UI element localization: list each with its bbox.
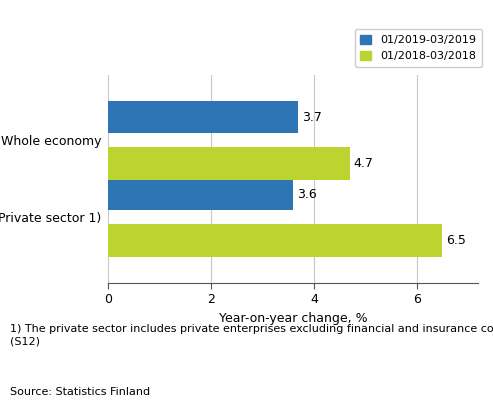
Bar: [108, 178, 293, 210]
Text: 1) The private sector includes private enterprises excluding financial and insur: 1) The private sector includes private e…: [10, 324, 493, 346]
Bar: [108, 101, 298, 134]
Bar: [108, 147, 350, 180]
X-axis label: Year-on-year change, %: Year-on-year change, %: [219, 312, 368, 325]
Text: 3.7: 3.7: [302, 111, 322, 124]
Legend: 01/2019-03/2019, 01/2018-03/2018: 01/2019-03/2019, 01/2018-03/2018: [355, 29, 482, 67]
Text: Source: Statistics Finland: Source: Statistics Finland: [10, 387, 150, 397]
Text: 6.5: 6.5: [446, 234, 466, 247]
Text: 4.7: 4.7: [353, 157, 373, 170]
Text: 3.6: 3.6: [297, 188, 317, 201]
Bar: [108, 224, 442, 257]
